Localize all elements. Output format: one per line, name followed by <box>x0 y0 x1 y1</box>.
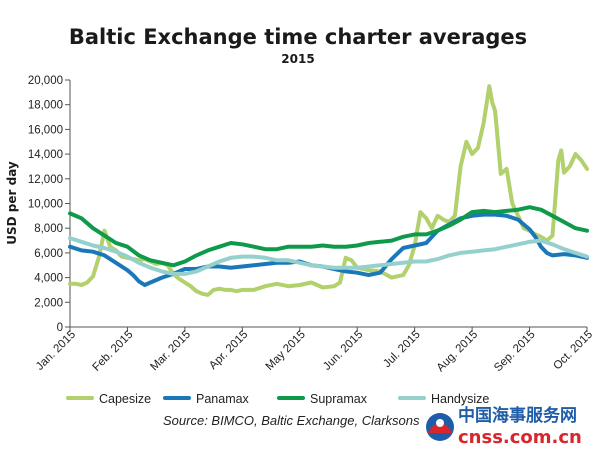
x-tick-label: Feb. 2015 <box>90 329 135 374</box>
legend-label-panamax: Panamax <box>196 392 250 406</box>
x-tick-label: May 2015 <box>264 329 308 373</box>
series-line-panamax <box>68 212 589 287</box>
y-tick-label: 14,000 <box>28 149 63 161</box>
x-tick-label: Apr. 2015 <box>207 329 250 372</box>
y-tick-label: 0 <box>57 322 63 334</box>
x-tick-label: Jun. 2015 <box>321 329 365 373</box>
x-tick-label: Jan. 2015 <box>34 329 78 373</box>
y-tick-label: 20,000 <box>28 75 63 87</box>
y-axis-label: USD per day <box>5 161 19 245</box>
legend-label-capesize: Capesize <box>99 392 151 406</box>
y-tick-label: 12,000 <box>28 174 63 186</box>
y-tick-label: 6,000 <box>34 248 63 260</box>
y-axis: 0 2,000 4,000 6,000 8,000 10,000 12,000 14,000 1… <box>28 75 71 334</box>
watermark-logo <box>426 413 454 441</box>
watermark-domain: cnss.com.cn <box>458 427 582 448</box>
x-tick-label: Jul. 2015 <box>381 329 422 370</box>
y-tick-label: 8,000 <box>34 223 63 235</box>
x-tick-label: Sep. 2015 <box>492 329 538 375</box>
series-line-supramax <box>68 205 589 268</box>
x-tick-label: Aug. 2015 <box>435 329 481 375</box>
legend-label-supramax: Supramax <box>310 392 368 406</box>
y-tick-label: 4,000 <box>34 273 63 285</box>
series-line-handysize <box>68 236 589 276</box>
chart-title: Baltic Exchange time charter averages <box>69 25 527 49</box>
x-axis: Jan. 2015 Feb. 2015 Mar. 2015 Apr. 2015 May … <box>34 326 595 375</box>
chart-subtitle: 2015 <box>281 52 314 66</box>
source-note: Source: BIMCO, Baltic Exchange, Clarkson… <box>163 413 420 428</box>
y-tick-label: 2,000 <box>34 297 63 309</box>
series-line-capesize <box>68 84 589 297</box>
watermark: 中国海事服务网 cnss.com.cn <box>426 405 582 448</box>
y-tick-label: 18,000 <box>28 100 63 112</box>
series-lines <box>68 84 589 297</box>
legend-label-handysize: Handysize <box>431 392 489 406</box>
y-tick-label: 10,000 <box>28 199 63 211</box>
y-tick-label: 16,000 <box>28 124 63 136</box>
legend: Capesize Panamax Supramax Handysize <box>66 392 489 406</box>
watermark-chinese: 中国海事服务网 <box>458 405 577 426</box>
x-tick-label: Oct. 2015 <box>551 329 595 373</box>
x-tick-label: Mar. 2015 <box>148 329 193 374</box>
